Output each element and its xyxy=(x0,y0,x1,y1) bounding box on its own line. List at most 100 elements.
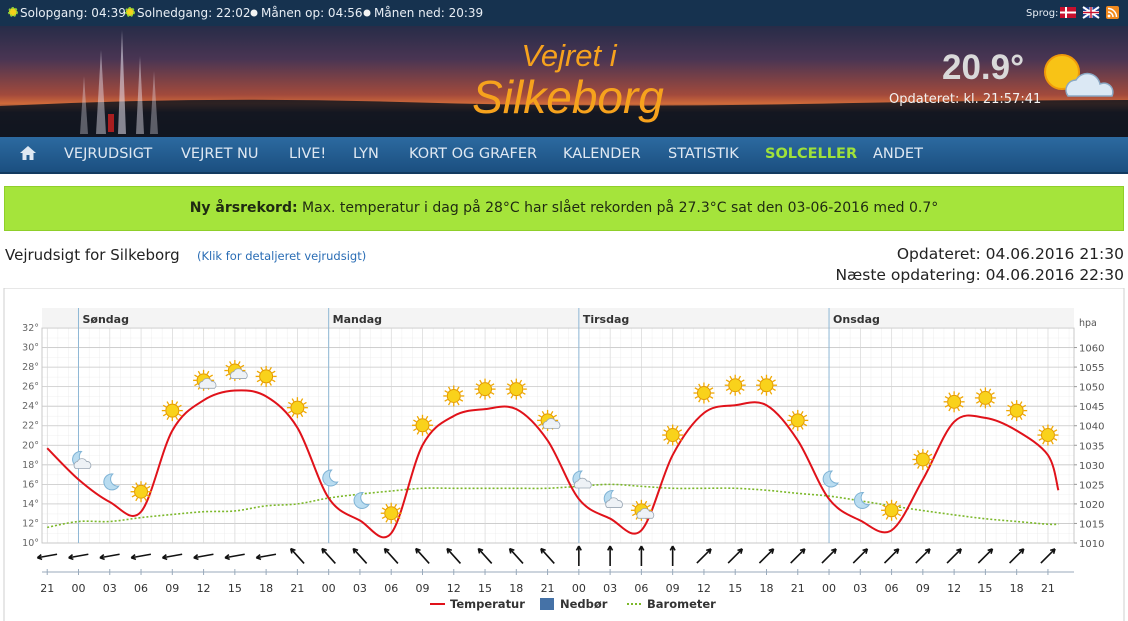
x-tick-label: 06 xyxy=(634,582,648,595)
sun-ray xyxy=(988,403,992,408)
sun-ray xyxy=(1053,429,1058,433)
sun-ray xyxy=(135,497,139,502)
language-label: Sprog: xyxy=(1026,8,1059,19)
nav-item[interactable]: VEJRUDSIGT xyxy=(64,146,153,162)
flag-dk[interactable] xyxy=(1060,7,1076,18)
y2-tick-label: 1010 xyxy=(1079,539,1104,550)
sun-ray xyxy=(803,414,808,418)
sun-ray xyxy=(490,383,495,387)
sun-ray xyxy=(1050,440,1054,445)
sun-ray xyxy=(729,375,733,380)
x-tick-label: 15 xyxy=(978,582,992,595)
sun-ray xyxy=(490,392,495,395)
sun-ray xyxy=(1022,413,1027,417)
sun-ray xyxy=(394,503,398,508)
sun-ray xyxy=(959,396,964,399)
cloud xyxy=(636,508,655,519)
sun-disc xyxy=(134,484,149,499)
weather-symbol xyxy=(380,502,402,524)
nav-item[interactable]: KORT OG GRAFER xyxy=(409,146,538,162)
record-banner: Ny årsrekord: Max. temperatur i dag på 2… xyxy=(4,186,1124,231)
weather-symbol xyxy=(853,492,871,509)
sun-ray xyxy=(948,407,952,412)
legend-label: Barometer xyxy=(647,597,716,611)
flag-uk[interactable] xyxy=(1082,6,1100,19)
sun-ray xyxy=(459,390,464,394)
sun-ray xyxy=(416,431,420,435)
wind-arrow xyxy=(638,545,645,566)
sun-ray xyxy=(709,395,714,399)
sun-ray xyxy=(162,404,167,408)
weather-symbol xyxy=(505,378,527,400)
y-tick-label: 14° xyxy=(22,499,39,510)
day-label: Onsdag xyxy=(833,313,880,326)
weather-symbol xyxy=(353,492,370,509)
y-tick-label: 20° xyxy=(22,440,39,451)
moon xyxy=(103,473,120,491)
weather-symbol xyxy=(411,414,433,436)
weather-symbol xyxy=(130,481,152,503)
sun-ray xyxy=(396,507,401,511)
nav-item[interactable]: VEJRET NU xyxy=(181,146,259,162)
nav-bar: VEJRUDSIGT VEJRET NU LIVE! LYN KORT OG G… xyxy=(0,137,1128,174)
sun-ray xyxy=(456,401,460,406)
x-tick-label: 18 xyxy=(759,582,773,595)
top-bar: Solopgang: 04:39 Solnedgang: 22:02 Månen… xyxy=(0,0,1128,26)
sun-ray xyxy=(666,425,670,430)
nav-item[interactable]: STATISTIK xyxy=(668,146,739,162)
x-tick-label: 15 xyxy=(728,582,742,595)
wind-arrow xyxy=(383,547,399,564)
x-tick-label: 21 xyxy=(1041,582,1055,595)
sun-ray xyxy=(260,382,264,386)
x-tick-label: 03 xyxy=(353,582,367,595)
sun-ray xyxy=(740,388,745,392)
sun-ray xyxy=(197,370,201,375)
wind-arrow xyxy=(540,547,555,564)
nav-item[interactable]: LYN xyxy=(353,146,379,162)
sun-disc xyxy=(446,388,461,403)
wind-arrow xyxy=(352,547,368,564)
sun-ray xyxy=(519,394,523,399)
wind-arrow xyxy=(130,553,152,561)
nav-item[interactable]: ANDET xyxy=(873,146,923,162)
moonset: Månen ned: 20:39 xyxy=(374,6,484,20)
rss-icon[interactable] xyxy=(1106,6,1119,19)
sun-ray xyxy=(162,413,167,417)
legend-swatch xyxy=(540,598,554,610)
forecast-chart: 10° 12° 14° 16° 18° 20° 22° 24° 26° 28° 30° 32° 1010… xyxy=(3,288,1125,621)
wind-arrow xyxy=(1040,548,1056,564)
y-tick-label: 26° xyxy=(22,382,39,393)
sun-ray xyxy=(550,410,554,415)
wind-arrow xyxy=(727,548,744,564)
sun-ray xyxy=(256,379,261,383)
sun-ray xyxy=(229,361,232,365)
sun-ray xyxy=(269,366,272,371)
sun-disc xyxy=(915,452,930,467)
sun-ray xyxy=(709,387,714,391)
sun-ray xyxy=(425,431,429,435)
x-tick-label: 06 xyxy=(384,582,398,595)
nav-item-active[interactable]: SOLCELLER xyxy=(765,146,858,162)
weather-icon xyxy=(1044,54,1114,97)
wind-arrow xyxy=(758,548,775,564)
weather-symbol xyxy=(822,470,840,488)
sun-ray xyxy=(885,516,889,520)
y2-tick-label: 1050 xyxy=(1079,383,1104,394)
sun-ray xyxy=(760,390,764,395)
sun-ray xyxy=(175,416,179,421)
sun-disc xyxy=(259,369,274,384)
x-tick-label: 12 xyxy=(197,582,211,595)
sun-ray xyxy=(425,415,429,420)
nav-item[interactable]: KALENDER xyxy=(563,146,641,162)
cloud xyxy=(542,418,561,429)
forecast-link[interactable]: (Klik for detaljeret vejrudsigt) xyxy=(197,249,367,263)
sun-ray xyxy=(519,379,523,384)
sun-ray xyxy=(897,504,901,508)
home-icon[interactable] xyxy=(19,145,37,161)
sun-ray xyxy=(740,379,745,383)
sun-ray xyxy=(675,425,679,430)
wind-arrow xyxy=(852,548,869,564)
sun-ray xyxy=(957,392,960,397)
y-tick-label: 32° xyxy=(22,323,39,334)
nav-item[interactable]: LIVE! xyxy=(289,146,327,162)
